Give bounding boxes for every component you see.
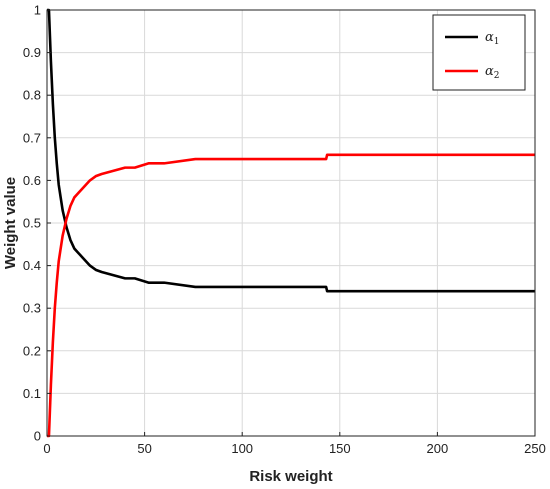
- x-tick-label: 50: [137, 441, 151, 456]
- y-axis-label: Weight value: [2, 177, 19, 269]
- series-layer: [47, 8, 535, 438]
- y-tick-label: 0.2: [23, 343, 41, 358]
- legend-label-alpha2: α2: [485, 64, 500, 81]
- legend-label-alpha1: α1: [485, 30, 500, 47]
- x-tick-label: 250: [524, 441, 546, 456]
- x-tick-label: 150: [329, 441, 351, 456]
- x-tick-label: 0: [43, 441, 50, 456]
- y-tick-label: 0.8: [23, 88, 41, 103]
- y-tick-label: 0.6: [23, 173, 41, 188]
- ticks: 0 50 100 150 200 250 0 0.1 0.2 0.3 0.4 0.5 0.6 0.7 0.8…: [23, 3, 546, 457]
- y-tick-label: 0.7: [23, 130, 41, 145]
- y-tick-label: 0: [34, 429, 41, 444]
- y-tick-label: 0.4: [23, 258, 41, 273]
- y-tick-label: 0.1: [23, 386, 41, 401]
- y-tick-label: 0.9: [23, 45, 41, 60]
- y-tick-label: 0.5: [23, 216, 41, 231]
- series-line-alpha1: [47, 8, 535, 293]
- x-tick-label: 100: [231, 441, 253, 456]
- x-tick-label: 200: [427, 441, 449, 456]
- y-tick-label: 0.3: [23, 301, 41, 316]
- legend-box: [432, 14, 526, 91]
- x-axis-label: Risk weight: [249, 468, 332, 485]
- series-line-alpha2: [47, 153, 535, 438]
- legend: α1 α2: [432, 14, 526, 91]
- y-tick-label: 1: [34, 3, 41, 18]
